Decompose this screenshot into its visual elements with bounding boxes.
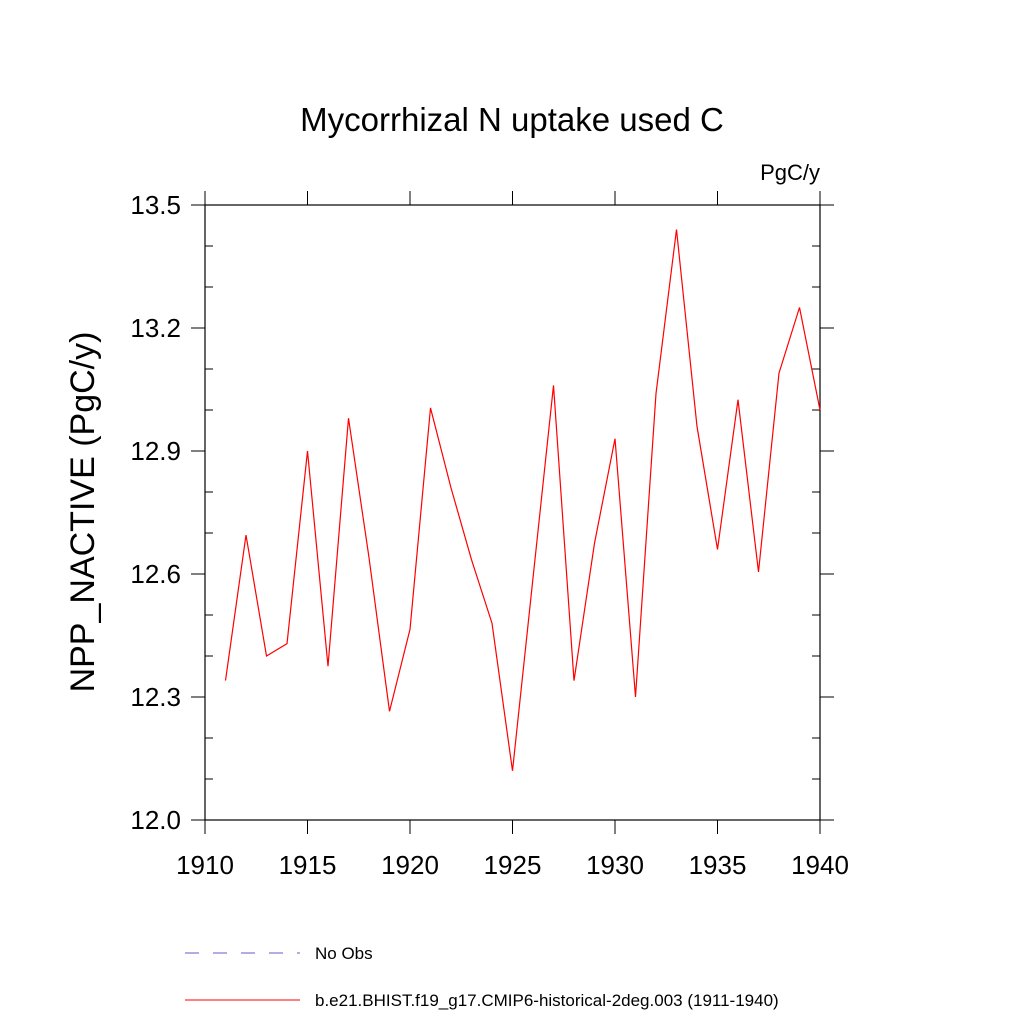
x-tick-label: 1930 [586, 850, 644, 880]
x-tick-label: 1910 [176, 850, 234, 880]
y-tick-label: 13.5 [130, 190, 181, 220]
y-tick-label: 12.3 [130, 682, 181, 712]
series-layer [224, 229, 821, 771]
legend-label-model-run: b.e21.BHIST.f19_g17.CMIP6-historical-2de… [315, 991, 779, 1010]
x-tick-label: 1925 [484, 850, 542, 880]
plot-frame [204, 204, 821, 821]
series-line-1 [224, 229, 821, 771]
y-tick-label: 12.0 [130, 805, 181, 835]
legend: No Obs b.e21.BHIST.f19_g17.CMIP6-histori… [185, 944, 779, 1010]
x-tick-label: 1920 [381, 850, 439, 880]
x-tick-label: 1935 [689, 850, 747, 880]
x-tick-label: 1915 [279, 850, 337, 880]
y-tick-label: 12.6 [130, 559, 181, 589]
chart-title: Mycorrhizal N uptake used C [300, 101, 724, 138]
y-axis-label: NPP_NACTIVE (PgC/y) [64, 332, 102, 693]
x-tick-label: 1940 [791, 850, 849, 880]
legend-label-no-obs: No Obs [315, 944, 373, 963]
x-axis: 1910 1915 1920 1925 1930 1935 1940 [176, 191, 849, 880]
plot-border [204, 204, 821, 821]
y-tick-label: 12.9 [130, 436, 181, 466]
y-tick-label: 13.2 [130, 313, 181, 343]
y-axis: 12.0 12.3 12.6 12.9 13.2 13.5 [130, 190, 834, 835]
units-label: PgC/y [760, 160, 820, 185]
